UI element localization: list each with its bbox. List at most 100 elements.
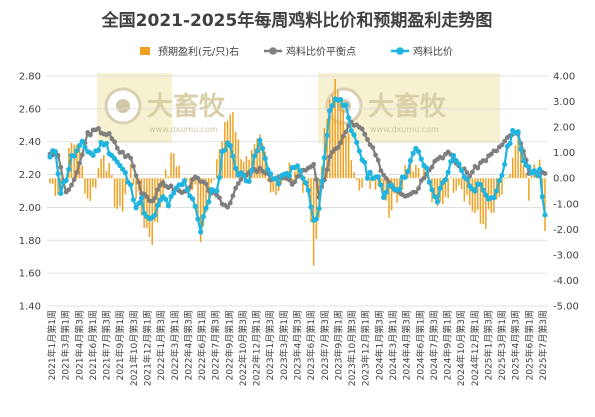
ratio-point: [249, 168, 254, 173]
watermark-url: www.dxumu.com: [370, 125, 439, 134]
ratio-point: [163, 197, 168, 202]
profit-bar: [103, 155, 104, 178]
profit-bar: [216, 159, 217, 178]
ratio-point: [540, 194, 545, 199]
right-tick-label: 3.00: [553, 97, 575, 108]
legend-label-2: 鸡料比价: [413, 45, 453, 58]
profit-bar: [453, 178, 454, 193]
ratio-point: [306, 188, 311, 193]
profit-bar: [119, 178, 120, 206]
x-tick-label: 2023年3月第1周: [278, 310, 290, 380]
right-tick-label: -5.00: [553, 302, 579, 313]
ratio-point: [246, 179, 251, 184]
balance-point: [169, 183, 174, 188]
watermark-brand: 大畜牧: [368, 91, 447, 122]
ratio-point: [419, 156, 424, 161]
ratio-point: [206, 199, 211, 204]
right-tick-label: 4.00: [553, 72, 575, 83]
balance-point: [475, 166, 480, 171]
balance-point: [370, 145, 375, 150]
ratio-point: [502, 162, 507, 167]
x-tick-label: 2024年12月第1周: [469, 310, 481, 386]
x-tick-label: 2023年1月第3周: [264, 310, 276, 380]
balance-point: [430, 165, 435, 170]
left-tick-label: 2.20: [19, 170, 41, 181]
profit-bar: [512, 158, 513, 178]
ratio-point: [47, 154, 52, 159]
ratio-point: [346, 115, 351, 120]
profit-bar: [55, 178, 56, 196]
balance-point: [144, 194, 149, 199]
ratio-point: [316, 206, 321, 211]
ratio-point: [260, 146, 265, 151]
ratio-point: [268, 171, 273, 176]
balance-point: [77, 161, 82, 166]
balance-point: [225, 205, 230, 210]
ratio-point: [357, 148, 362, 153]
profit-bar: [106, 171, 107, 179]
right-tick-label: 0.00: [553, 174, 575, 185]
profit-bar: [92, 178, 93, 187]
balance-point: [69, 183, 74, 188]
profit-bar: [111, 175, 112, 178]
ratio-point: [82, 145, 87, 150]
ratio-point: [217, 175, 222, 180]
legend: 预期盈利(元/只)右鸡料比价平衡点鸡料比价: [140, 45, 453, 58]
balance-point: [376, 158, 381, 163]
balance-point: [311, 162, 316, 167]
profit-bar: [464, 178, 465, 202]
ratio-point: [80, 139, 85, 144]
balance-point: [107, 131, 112, 136]
balance-point: [136, 180, 141, 185]
ratio-point: [354, 140, 359, 145]
right-axis: -5.00-4.00-3.00-2.00-1.000.001.002.003.0…: [553, 72, 579, 313]
profit-bar: [418, 168, 419, 178]
profit-bar: [455, 178, 456, 190]
profit-bar: [184, 177, 185, 178]
ratio-point: [327, 108, 332, 113]
ratio-point: [203, 206, 208, 211]
ratio-point: [64, 178, 69, 183]
ratio-point: [198, 229, 203, 234]
legend-label-0: 预期盈利(元/只)右: [158, 45, 239, 58]
ratio-point: [96, 148, 101, 153]
ratio-point: [437, 186, 442, 191]
ratio-point: [397, 186, 402, 191]
ratio-point: [287, 173, 292, 178]
ratio-point: [416, 149, 421, 154]
ratio-point: [351, 132, 356, 137]
balance-point: [217, 195, 222, 200]
balance-point: [483, 158, 488, 163]
ratio-point: [58, 191, 63, 196]
profit-bar: [114, 178, 115, 207]
x-tick-label: 2021年3月第1周: [60, 310, 72, 380]
profit-bar: [122, 178, 123, 211]
ratio-point: [136, 201, 141, 206]
profit-bar: [149, 178, 150, 237]
profit-bar: [87, 178, 88, 198]
ratio-point: [411, 151, 416, 156]
balance-point: [58, 165, 63, 170]
profit-bar: [125, 178, 126, 194]
balance-point: [204, 181, 209, 186]
legend-marker-2: [396, 47, 404, 55]
balance-point: [494, 149, 499, 154]
ratio-point: [104, 141, 109, 146]
watermark-url: www.dxumu.com: [149, 125, 218, 134]
ratio-point: [155, 203, 160, 208]
ratio-point: [195, 217, 200, 222]
ratio-point: [435, 199, 440, 204]
profit-bar: [213, 178, 214, 179]
x-tick-label: 2023年9月第1周: [332, 310, 344, 380]
profit-bar: [98, 168, 99, 178]
profit-bar: [170, 153, 171, 178]
x-tick-label: 2021年9月第1周: [114, 310, 126, 380]
ratio-point: [128, 182, 133, 187]
ratio-point: [446, 170, 451, 175]
left-tick-label: 1.60: [19, 269, 41, 280]
profit-bar: [342, 110, 343, 179]
profit-bar: [49, 178, 50, 183]
profit-bar: [531, 176, 532, 178]
x-tick-label: 2021年6月第1周: [87, 310, 99, 380]
